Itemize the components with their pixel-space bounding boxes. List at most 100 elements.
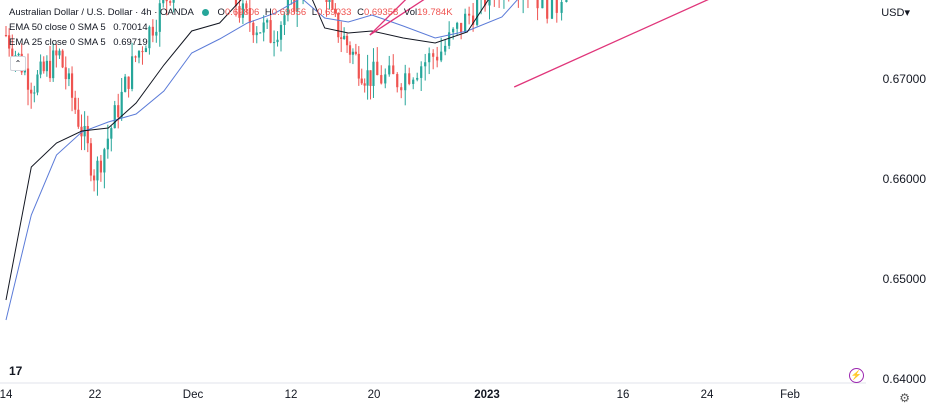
y-tick-label: 0.64000 xyxy=(882,372,926,386)
candle-body xyxy=(464,13,467,33)
candle-body xyxy=(67,73,71,80)
candle-body xyxy=(555,0,558,13)
candle-body xyxy=(360,78,363,84)
candle-body xyxy=(238,6,241,18)
x-tick-label: Feb xyxy=(780,389,800,401)
price-axis-bg xyxy=(866,0,936,412)
candle-body xyxy=(363,83,366,86)
candle-body xyxy=(33,92,36,94)
candle-body xyxy=(17,53,20,56)
candle-body xyxy=(55,50,58,56)
x-tick-label: 14 xyxy=(0,389,13,401)
candle-body xyxy=(565,0,568,2)
close-label: C xyxy=(357,7,364,18)
candle-body xyxy=(452,28,455,33)
candle-body xyxy=(64,67,67,80)
tradingview-logo-icon[interactable]: 17 xyxy=(9,364,23,378)
x-tick-label: 22 xyxy=(88,389,102,401)
volume-label: Vol xyxy=(403,7,418,18)
currency-label: USD xyxy=(881,7,905,19)
legend-ema25[interactable]: EMA 25 close 0 SMA 5 0.69719 xyxy=(9,35,456,50)
legend-ema50[interactable]: EMA 50 close 0 SMA 5 0.70014 xyxy=(9,20,456,35)
candle-body xyxy=(117,105,120,118)
x-tick-label: 20 xyxy=(367,389,381,401)
candle-body xyxy=(369,70,372,86)
candle-body xyxy=(279,24,283,40)
legend-row-main: Australian Dollar / U.S. Dollar · 4h · O… xyxy=(9,5,456,20)
candle-body xyxy=(428,53,431,63)
candle-body xyxy=(380,75,383,84)
candle-body xyxy=(11,48,14,60)
candle-body xyxy=(39,61,42,75)
candle-body xyxy=(155,31,158,36)
ohlc-values: O0.69806 H0.69856 L0.69033 C0.69358 Vol1… xyxy=(218,7,456,18)
ema50-line xyxy=(5,0,518,321)
candle-body xyxy=(345,35,349,46)
candle-body xyxy=(293,0,296,12)
candle-body xyxy=(460,22,463,33)
candle-body xyxy=(416,77,419,80)
candle-body xyxy=(134,56,137,58)
candle-body xyxy=(400,87,403,91)
symbol-title[interactable]: Australian Dollar / U.S. Dollar · 4h · O… xyxy=(9,7,194,18)
candle-body xyxy=(137,51,141,58)
ema25-label: EMA 25 close 0 SMA 5 xyxy=(9,37,106,48)
candle-body xyxy=(392,65,395,75)
candle-body xyxy=(162,0,165,4)
close-value: 0.69358 xyxy=(363,7,399,18)
candle-body xyxy=(113,105,116,129)
high-value: 0.69856 xyxy=(271,7,307,18)
candle-body xyxy=(276,39,279,43)
candle-body xyxy=(372,61,375,86)
candle-body xyxy=(144,48,148,53)
candle-body xyxy=(4,35,8,36)
candle-body xyxy=(245,3,248,9)
candle-body xyxy=(408,73,411,84)
candle-body xyxy=(488,0,491,6)
candle-body xyxy=(58,50,61,56)
x-tick-label: 16 xyxy=(616,389,630,401)
candle-body xyxy=(89,143,93,176)
candle-body xyxy=(483,0,487,6)
currency-selector[interactable]: USD▾ xyxy=(881,7,910,19)
candle-body xyxy=(348,45,352,55)
candle-body xyxy=(158,3,161,32)
candle-body xyxy=(36,74,39,93)
candle-body xyxy=(103,149,106,173)
ema25-line xyxy=(5,0,489,301)
candle-body xyxy=(472,15,475,25)
candle-body xyxy=(42,61,45,72)
candle-body xyxy=(266,20,269,23)
candle-body xyxy=(52,50,55,79)
candle-body xyxy=(262,22,265,33)
open-value: 0.69806 xyxy=(224,7,260,18)
candle-body xyxy=(343,35,346,40)
chevron-up-icon[interactable]: ⌃ xyxy=(10,56,26,71)
candle-body xyxy=(331,0,334,9)
high-label: H xyxy=(264,7,272,18)
candle-body xyxy=(456,22,459,29)
candle-body xyxy=(127,76,130,89)
candle-body xyxy=(384,74,387,84)
volume-value: 19.784K xyxy=(417,7,453,18)
candle-body xyxy=(30,89,33,94)
ema50-value: 0.70014 xyxy=(113,22,148,33)
candle-body xyxy=(269,20,272,43)
candle-body xyxy=(141,51,144,53)
candle-body xyxy=(560,1,563,13)
replay-icon[interactable]: ⚡ xyxy=(849,368,864,383)
candle-body xyxy=(234,0,238,7)
candle-body xyxy=(110,128,113,139)
y-tick-label: 0.66000 xyxy=(882,172,926,186)
candle-body xyxy=(546,0,549,19)
candle-body xyxy=(388,65,391,75)
candle-body xyxy=(354,51,357,54)
ema50-label: EMA 50 close 0 SMA 5 xyxy=(9,22,106,33)
candle-body xyxy=(468,13,471,16)
candle-body xyxy=(8,35,11,49)
candle-body xyxy=(252,22,255,36)
settings-gear-icon[interactable]: ⚙ xyxy=(899,391,910,405)
candle-body xyxy=(296,0,299,12)
candle-body xyxy=(328,0,331,2)
